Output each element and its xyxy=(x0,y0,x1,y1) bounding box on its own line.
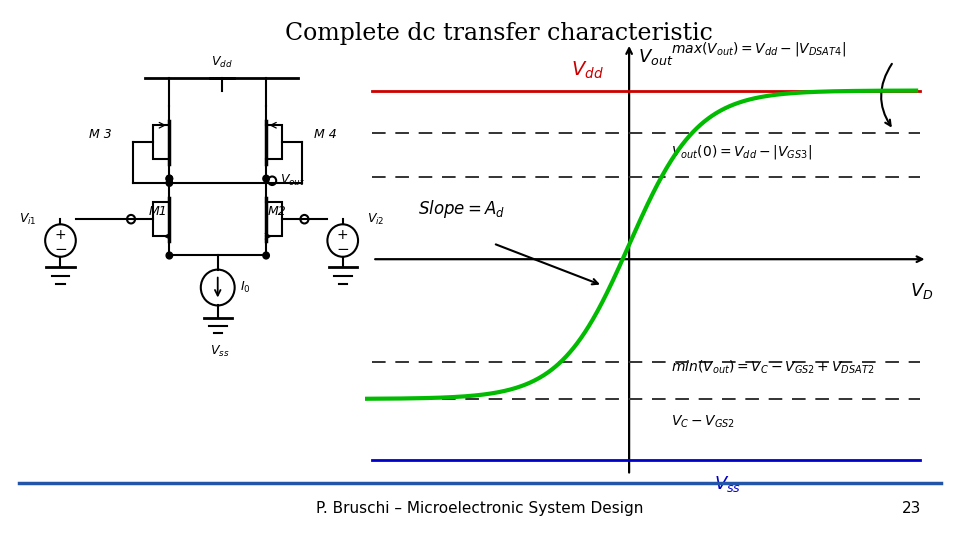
Text: $\mathit{V_{out}}$: $\mathit{V_{out}}$ xyxy=(638,48,674,68)
Text: $\mathit{V_{out}(0)=V_{dd}-|V_{GS3}|}$: $\mathit{V_{out}(0)=V_{dd}-|V_{GS3}|}$ xyxy=(671,144,812,161)
Text: $\mathit{V_{dd}}$: $\mathit{V_{dd}}$ xyxy=(211,55,232,70)
Circle shape xyxy=(166,252,173,259)
Text: M2: M2 xyxy=(268,205,287,218)
Text: $\mathit{V_{out}}$: $\mathit{V_{out}}$ xyxy=(280,173,305,188)
Text: M1: M1 xyxy=(149,205,167,218)
Text: −: − xyxy=(336,241,349,256)
Text: −: − xyxy=(54,241,67,256)
Text: $\mathit{V_{dd}}$: $\mathit{V_{dd}}$ xyxy=(571,60,604,81)
Text: +: + xyxy=(337,228,348,242)
Text: $\mathit{V_D}$: $\mathit{V_D}$ xyxy=(910,281,934,301)
Text: M 3: M 3 xyxy=(89,128,112,141)
Text: +: + xyxy=(55,228,66,242)
Circle shape xyxy=(166,175,173,182)
Text: M 4: M 4 xyxy=(315,128,337,141)
Text: Complete dc transfer characteristic: Complete dc transfer characteristic xyxy=(285,22,713,45)
Circle shape xyxy=(263,252,270,259)
Text: $\mathit{V_C-V_{GS2}}$: $\mathit{V_C-V_{GS2}}$ xyxy=(671,414,734,430)
Text: $\mathit{V_{ss}}$: $\mathit{V_{ss}}$ xyxy=(210,344,229,359)
Circle shape xyxy=(166,175,173,182)
Text: $\mathit{V_{i1}}$: $\mathit{V_{i1}}$ xyxy=(18,212,36,227)
Circle shape xyxy=(166,179,173,186)
Text: $\mathit{I_0}$: $\mathit{I_0}$ xyxy=(240,280,251,295)
Text: $\mathit{V_{i2}}$: $\mathit{V_{i2}}$ xyxy=(367,212,385,227)
Text: P. Bruschi – Microelectronic System Design: P. Bruschi – Microelectronic System Desi… xyxy=(316,501,644,516)
Text: $\mathit{min(V_{out})=V_C-V_{GS2}+V_{DSAT2}}$: $\mathit{min(V_{out})=V_C-V_{GS2}+V_{DSA… xyxy=(671,359,874,376)
Text: $\mathit{Slope=A_d}$: $\mathit{Slope=A_d}$ xyxy=(418,198,505,220)
Circle shape xyxy=(263,175,270,182)
Text: $\mathit{max(V_{out})=V_{dd}-|V_{DSAT4}|}$: $\mathit{max(V_{out})=V_{dd}-|V_{DSAT4}|… xyxy=(671,40,846,58)
Text: 23: 23 xyxy=(902,501,922,516)
Text: $\mathit{V_{ss}}$: $\mathit{V_{ss}}$ xyxy=(713,474,741,494)
